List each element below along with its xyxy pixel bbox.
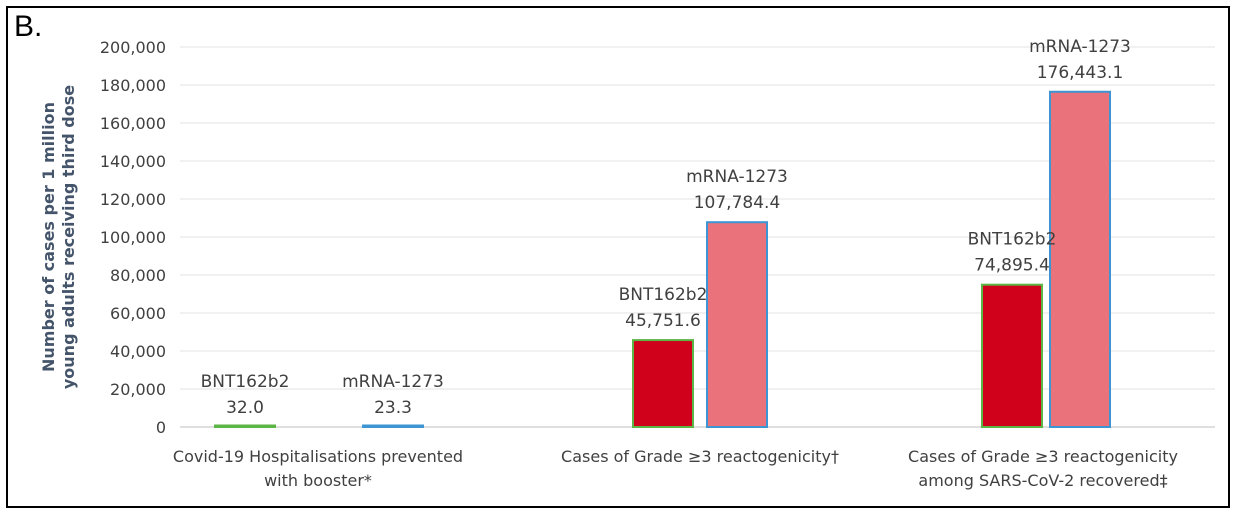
category-label: with booster* (264, 471, 372, 490)
data-label-value: 45,751.6 (625, 311, 701, 331)
y-tick-label: 180,000 (100, 76, 166, 95)
y-axis-title-line: young adults receiving third dose (59, 85, 78, 389)
bar-mrna-1273-1 (707, 222, 767, 427)
y-tick-label: 0 (156, 418, 166, 437)
data-label-value: 74,895.4 (974, 256, 1050, 276)
data-label-series: BNT162b2 (201, 372, 290, 392)
category-label: Cases of Grade ≥3 reactogenicity (908, 447, 1178, 466)
y-axis-title-line: Number of cases per 1 million (39, 102, 58, 372)
bar-bnt162b2-1 (633, 340, 693, 427)
y-tick-label: 60,000 (110, 304, 166, 323)
data-label-value: 32.0 (226, 398, 264, 418)
data-label-series: BNT162b2 (619, 285, 708, 305)
y-tick-label: 200,000 (100, 38, 166, 57)
data-label-series: mRNA-1273 (342, 372, 444, 392)
data-label-value: 107,784.4 (694, 193, 781, 213)
category-label: Cases of Grade ≥3 reactogenicity† (561, 447, 839, 466)
category-labels: Covid-19 Hospitalisations prevented with … (173, 447, 1178, 490)
y-axis-label: Number of cases per 1 million young adult… (39, 85, 78, 389)
y-tick-label: 80,000 (110, 266, 166, 285)
data-label-series: mRNA-1273 (686, 167, 788, 187)
y-tick-label: 40,000 (110, 342, 166, 361)
y-axis-ticks: 0 20,000 40,000 60,000 80,000 100,000 120,000 1… (100, 38, 166, 437)
bar-bnt162b2-0 (215, 426, 275, 428)
data-label-series: mRNA-1273 (1029, 37, 1131, 57)
y-tick-label: 20,000 (110, 380, 166, 399)
data-label-value: 23.3 (374, 398, 412, 418)
data-label-value: 176,443.1 (1037, 63, 1124, 83)
data-label-series: BNT162b2 (968, 230, 1057, 250)
bar-mrna-1273-2 (1050, 92, 1110, 427)
bar-bnt162b2-2 (982, 285, 1042, 427)
y-tick-label: 100,000 (100, 228, 166, 247)
category-label: among SARS-CoV-2 recovered‡ (918, 471, 1167, 490)
y-tick-label: 160,000 (100, 114, 166, 133)
bar-mrna-1273-0 (363, 426, 423, 428)
category-label: Covid-19 Hospitalisations prevented (173, 447, 463, 466)
y-tick-label: 120,000 (100, 190, 166, 209)
y-tick-label: 140,000 (100, 152, 166, 171)
